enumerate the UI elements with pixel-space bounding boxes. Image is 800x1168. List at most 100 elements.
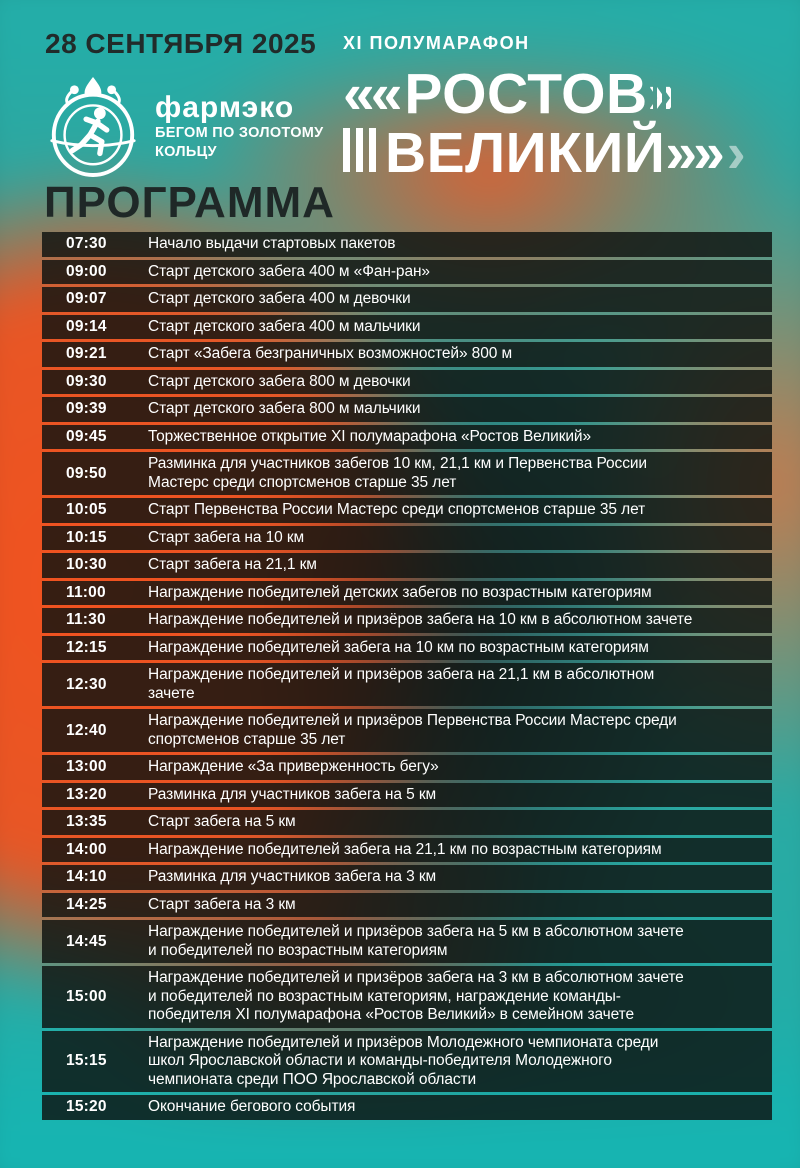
event-description: Награждение победителей забега на 21,1 к… bbox=[148, 840, 662, 858]
logo-text: фармэко БЕГОМ ПО ЗОЛОТОМУ КОЛЬЦУ bbox=[155, 92, 323, 161]
event-description: Награждение «За приверженность бегу» bbox=[148, 758, 439, 775]
event-time: 10:05 bbox=[66, 501, 107, 519]
event-time: 14:45 bbox=[66, 932, 107, 950]
schedule-row: 09:45 Торжественное открытие XI полумараф… bbox=[42, 424, 772, 449]
event-description: Разминка для участников забега на 3 км bbox=[148, 868, 437, 885]
event-time: 09:50 bbox=[66, 464, 107, 482]
event-time: 15:20 bbox=[66, 1098, 107, 1116]
event-time: 10:30 bbox=[66, 556, 107, 574]
event-description: Старт забега на 10 км bbox=[148, 528, 305, 546]
event-title-line2: ВЕЛИКИЙ»» › bbox=[343, 124, 793, 183]
event-time: 09:07 bbox=[66, 290, 107, 308]
organizer-logo: фармэко БЕГОМ ПО ЗОЛОТОМУ КОЛЬЦУ bbox=[44, 76, 323, 178]
event-time: 07:30 bbox=[66, 235, 107, 253]
schedule-row: 14:10 Разминка для участников забега на 3… bbox=[42, 865, 772, 890]
schedule-row: 09:21 Старт «Забега безграничных возможно… bbox=[42, 342, 772, 367]
event-description: Старт детского забега 400 м мальчики bbox=[148, 317, 421, 335]
event-series: XI ПОЛУМАРАФОН bbox=[343, 33, 530, 53]
schedule-row: 15:15 Награждение победителей и призёров … bbox=[42, 1030, 772, 1092]
event-description: Старт забега на 21,1 км bbox=[148, 556, 317, 573]
event-description: Награждение победителей и призёров забег… bbox=[148, 923, 684, 959]
event-description: Старт забега на 5 км bbox=[148, 813, 296, 830]
schedule-row: 13:00 Награждение «За приверженность бегу… bbox=[42, 755, 772, 780]
event-time: 09:45 bbox=[66, 427, 107, 445]
event-description: Награждение победителей забега на 10 км … bbox=[148, 638, 649, 656]
event-time: 13:00 bbox=[66, 758, 107, 776]
event-time: 14:25 bbox=[66, 895, 107, 913]
schedule-row: 15:20 Окончание бегового события bbox=[42, 1095, 772, 1120]
schedule-row: 09:39 Старт детского забега 800 м мальчик… bbox=[42, 397, 772, 422]
event-time: 09:39 bbox=[66, 400, 107, 418]
event-time: 10:15 bbox=[66, 528, 107, 546]
event-description: Старт детского забега 800 м девочки bbox=[148, 372, 411, 390]
event-description: Награждение победителей и призёров забег… bbox=[148, 611, 693, 628]
event-time: 14:00 bbox=[66, 840, 107, 858]
schedule-row: 10:30 Старт забега на 21,1 км bbox=[42, 553, 772, 578]
event-description: Разминка для участников забега на 5 км bbox=[148, 785, 437, 803]
event-description: Награждение победителей и призёров забег… bbox=[148, 666, 655, 702]
schedule-row: 09:07 Старт детского забега 400 м девочки bbox=[42, 287, 772, 312]
schedule-row: 13:35 Старт забега на 5 км bbox=[42, 810, 772, 835]
schedule-row: 09:00 Старт детского забега 400 м «Фан-ра… bbox=[42, 259, 772, 284]
schedule-row: 12:15 Награждение победителей забега на 1… bbox=[42, 635, 772, 660]
event-time: 13:20 bbox=[66, 785, 107, 803]
schedule-row: 09:50 Разминка для участников забегов 10 … bbox=[42, 452, 772, 495]
schedule-row: 12:40 Награждение победителей и призёров … bbox=[42, 709, 772, 752]
event-description: Старт детского забега 800 м мальчики bbox=[148, 400, 421, 417]
event-time: 15:15 bbox=[66, 1052, 107, 1070]
logo-tagline-line2: КОЛЬЦУ bbox=[155, 143, 217, 160]
event-time: 12:15 bbox=[66, 638, 107, 656]
event-time: 09:14 bbox=[66, 317, 107, 335]
event-description: Торжественное открытие XI полумарафона «… bbox=[148, 427, 592, 445]
event-time: 11:00 bbox=[66, 583, 106, 601]
event-description: Старт «Забега безграничных возможностей»… bbox=[148, 345, 512, 362]
logo-brand: фармэко bbox=[155, 91, 295, 125]
schedule-row: 09:30 Старт детского забега 800 м девочки bbox=[42, 369, 772, 394]
event-date: 28 СЕНТЯБРЯ 2025 bbox=[45, 28, 317, 59]
event-time: 09:21 bbox=[66, 345, 107, 363]
schedule-row: 07:30 Начало выдачи стартовых пакетов bbox=[42, 232, 772, 257]
schedule-row: 10:05 Старт Первенства России Мастерс сре… bbox=[42, 498, 772, 523]
event-time: 09:30 bbox=[66, 372, 107, 390]
event-description: Разминка для участников забегов 10 км, 2… bbox=[148, 455, 647, 491]
schedule-row: 11:00 Награждение победителей детских заб… bbox=[42, 580, 772, 605]
logo-tagline-line1: БЕГОМ ПО ЗОЛОТОМУ bbox=[155, 124, 324, 141]
schedule-row: 15:00 Награждение победителей и призёров … bbox=[42, 966, 772, 1028]
event-title-line1: «« РОСТОВ» bbox=[343, 62, 793, 126]
runner-ring-dome-emblem-icon bbox=[50, 77, 136, 177]
schedule-row: 11:30 Награждение победителей и призёров … bbox=[42, 608, 772, 633]
event-description: Старт Первенства России Мастерс среди сп… bbox=[148, 501, 646, 518]
striped-guillemet-decoration: » bbox=[647, 62, 680, 126]
event-time: 09:00 bbox=[66, 262, 107, 280]
schedule-row: 10:15 Старт забега на 10 км bbox=[42, 525, 772, 550]
schedule-table: 07:30 Начало выдачи стартовых пакетов 09:0… bbox=[42, 232, 772, 1123]
schedule-row: 12:30 Награждение победителей и призёров … bbox=[42, 663, 772, 706]
schedule-row: 14:45 Награждение победителей и призёров … bbox=[42, 920, 772, 963]
closing-guillemets-decoration: »» bbox=[665, 121, 724, 186]
event-time: 12:40 bbox=[66, 721, 107, 739]
event-description: Начало выдачи стартовых пакетов bbox=[148, 235, 396, 252]
schedule-row: 14:25 Старт забега на 3 км bbox=[42, 892, 772, 917]
schedule-row: 09:14 Старт детского забега 400 м мальчик… bbox=[42, 314, 772, 339]
section-title: ПРОГРАММА bbox=[44, 178, 335, 227]
schedule-row: 14:00 Награждение победителей забега на 2… bbox=[42, 837, 772, 862]
event-description: Старт забега на 3 км bbox=[148, 895, 296, 913]
event-description: Старт детского забега 400 м девочки bbox=[148, 290, 411, 307]
event-time: 15:00 bbox=[66, 987, 107, 1005]
event-description: Награждение победителей и призёров Перве… bbox=[148, 712, 677, 748]
fading-chevron-decoration: › bbox=[726, 121, 746, 186]
event-description: Награждение победителей детских забегов … bbox=[148, 583, 652, 601]
schedule-row: 13:20 Разминка для участников забега на 5… bbox=[42, 782, 772, 807]
event-time: 13:35 bbox=[66, 813, 107, 831]
event-time: 11:30 bbox=[66, 611, 106, 629]
event-title: «« РОСТОВ» ВЕЛИКИЙ»» › bbox=[343, 62, 793, 184]
event-description: Награждение победителей и призёров Молод… bbox=[148, 1033, 659, 1088]
event-description: Старт детского забега 400 м «Фан-ран» bbox=[148, 262, 430, 280]
event-description: Окончание бегового события bbox=[148, 1098, 356, 1115]
event-time: 14:10 bbox=[66, 868, 107, 886]
event-description: Награждение победителей и призёров забег… bbox=[148, 969, 684, 1023]
opening-guillemets-decoration: «« bbox=[343, 62, 402, 126]
title-word-rostov: РОСТОВ bbox=[404, 62, 648, 126]
